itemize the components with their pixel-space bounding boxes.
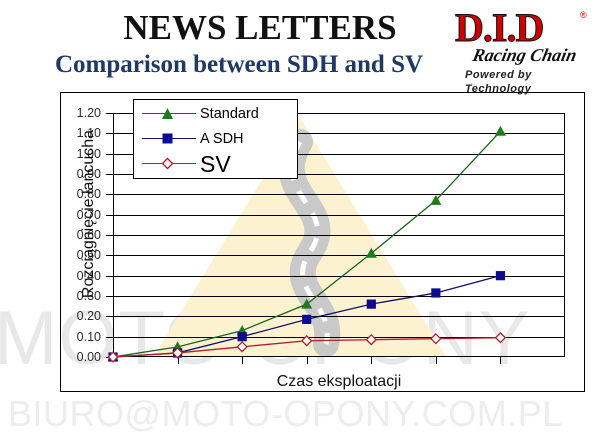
page-subtitle: Comparison between SDH and SV (54, 51, 424, 78)
biuro-email-watermark: BIURO@MOTO-OPONY.COM.PL (8, 393, 563, 434)
chart-legend: Standard A SDH SV (133, 99, 298, 179)
y-tick-label: 0.30 (76, 289, 101, 303)
y-tick-mark (106, 275, 113, 277)
y-tick-mark (106, 235, 113, 236)
y-tick-label: 1.10 (76, 126, 101, 141)
triangle-marker-icon (301, 298, 313, 309)
y-tick-label: 1.00 (76, 146, 101, 161)
diamond-marker-icon (365, 334, 378, 346)
legend-item-sv: SV (134, 152, 297, 176)
y-tick-mark (106, 113, 113, 114)
y-tick-mark (106, 296, 113, 297)
y-tick-mark (106, 153, 113, 155)
y-tick-label: 0.80 (76, 187, 101, 202)
y-tick-label: 0.40 (76, 268, 101, 283)
x-tick-mark (177, 357, 179, 364)
chart-outer-frame (60, 92, 585, 392)
square-marker-icon (366, 299, 376, 309)
did-logo: D.I.D ® Racing Chain Powered by Technolo… (455, 5, 600, 95)
did-brand-text: D.I.D (455, 5, 545, 50)
legend-item-standard: Standard (134, 102, 297, 126)
x-tick-mark (435, 357, 437, 364)
y-tick-label: 0.70 (76, 207, 101, 222)
diamond-marker-icon (107, 351, 119, 363)
registered-mark-icon: ® (580, 10, 587, 20)
diamond-marker-icon (300, 335, 313, 347)
y-tick-label: 0.10 (76, 329, 101, 344)
y-tick-mark (106, 133, 113, 135)
square-marker-icon (302, 314, 312, 324)
y-tick-label: 0.60 (76, 228, 101, 242)
diamond-marker-icon (430, 332, 442, 345)
powered-by-technology-text: Powered by Technology (465, 69, 532, 95)
y-tick-label: 0.00 (76, 350, 101, 364)
diamond-marker-icon (161, 157, 174, 170)
y-tick-mark (106, 255, 113, 257)
y-tick-label: 0.50 (76, 248, 101, 263)
square-marker-icon (431, 288, 441, 298)
diamond-marker-icon (494, 331, 507, 344)
triangle-marker-icon (162, 108, 173, 119)
triangle-marker-icon (365, 247, 377, 258)
x-tick-mark (306, 357, 308, 364)
legend-label-sv: SV (200, 151, 231, 177)
y-tick-mark (106, 214, 113, 216)
page-title: NEWS LETTERS (123, 8, 397, 47)
legend-label-standard: Standard (200, 106, 259, 122)
y-axis-title: Rozciągnięcie łańcucha (80, 129, 97, 299)
y-tick-mark (106, 316, 113, 318)
y-tick-mark (106, 194, 113, 196)
y-tick-mark (106, 174, 113, 175)
y-tick-label: 0.90 (76, 167, 101, 181)
y-tick-label: 0.20 (76, 309, 101, 324)
square-marker-icon (162, 133, 173, 144)
legend-item-asdh: A SDH (134, 127, 297, 151)
square-marker-icon (237, 332, 247, 342)
diamond-marker-icon (236, 341, 248, 353)
racing-chain-script: Racing Chain (470, 45, 579, 65)
legend-label-asdh: A SDH (200, 131, 244, 147)
y-tick-label: 1.20 (76, 106, 101, 120)
x-tick-mark (500, 357, 502, 364)
x-tick-mark (371, 357, 373, 364)
y-tick-mark (106, 336, 113, 338)
square-marker-icon (495, 271, 506, 281)
x-axis-title: Czas eksploatacji (276, 373, 402, 390)
x-tick-mark (242, 357, 244, 364)
triangle-marker-icon (494, 125, 506, 136)
